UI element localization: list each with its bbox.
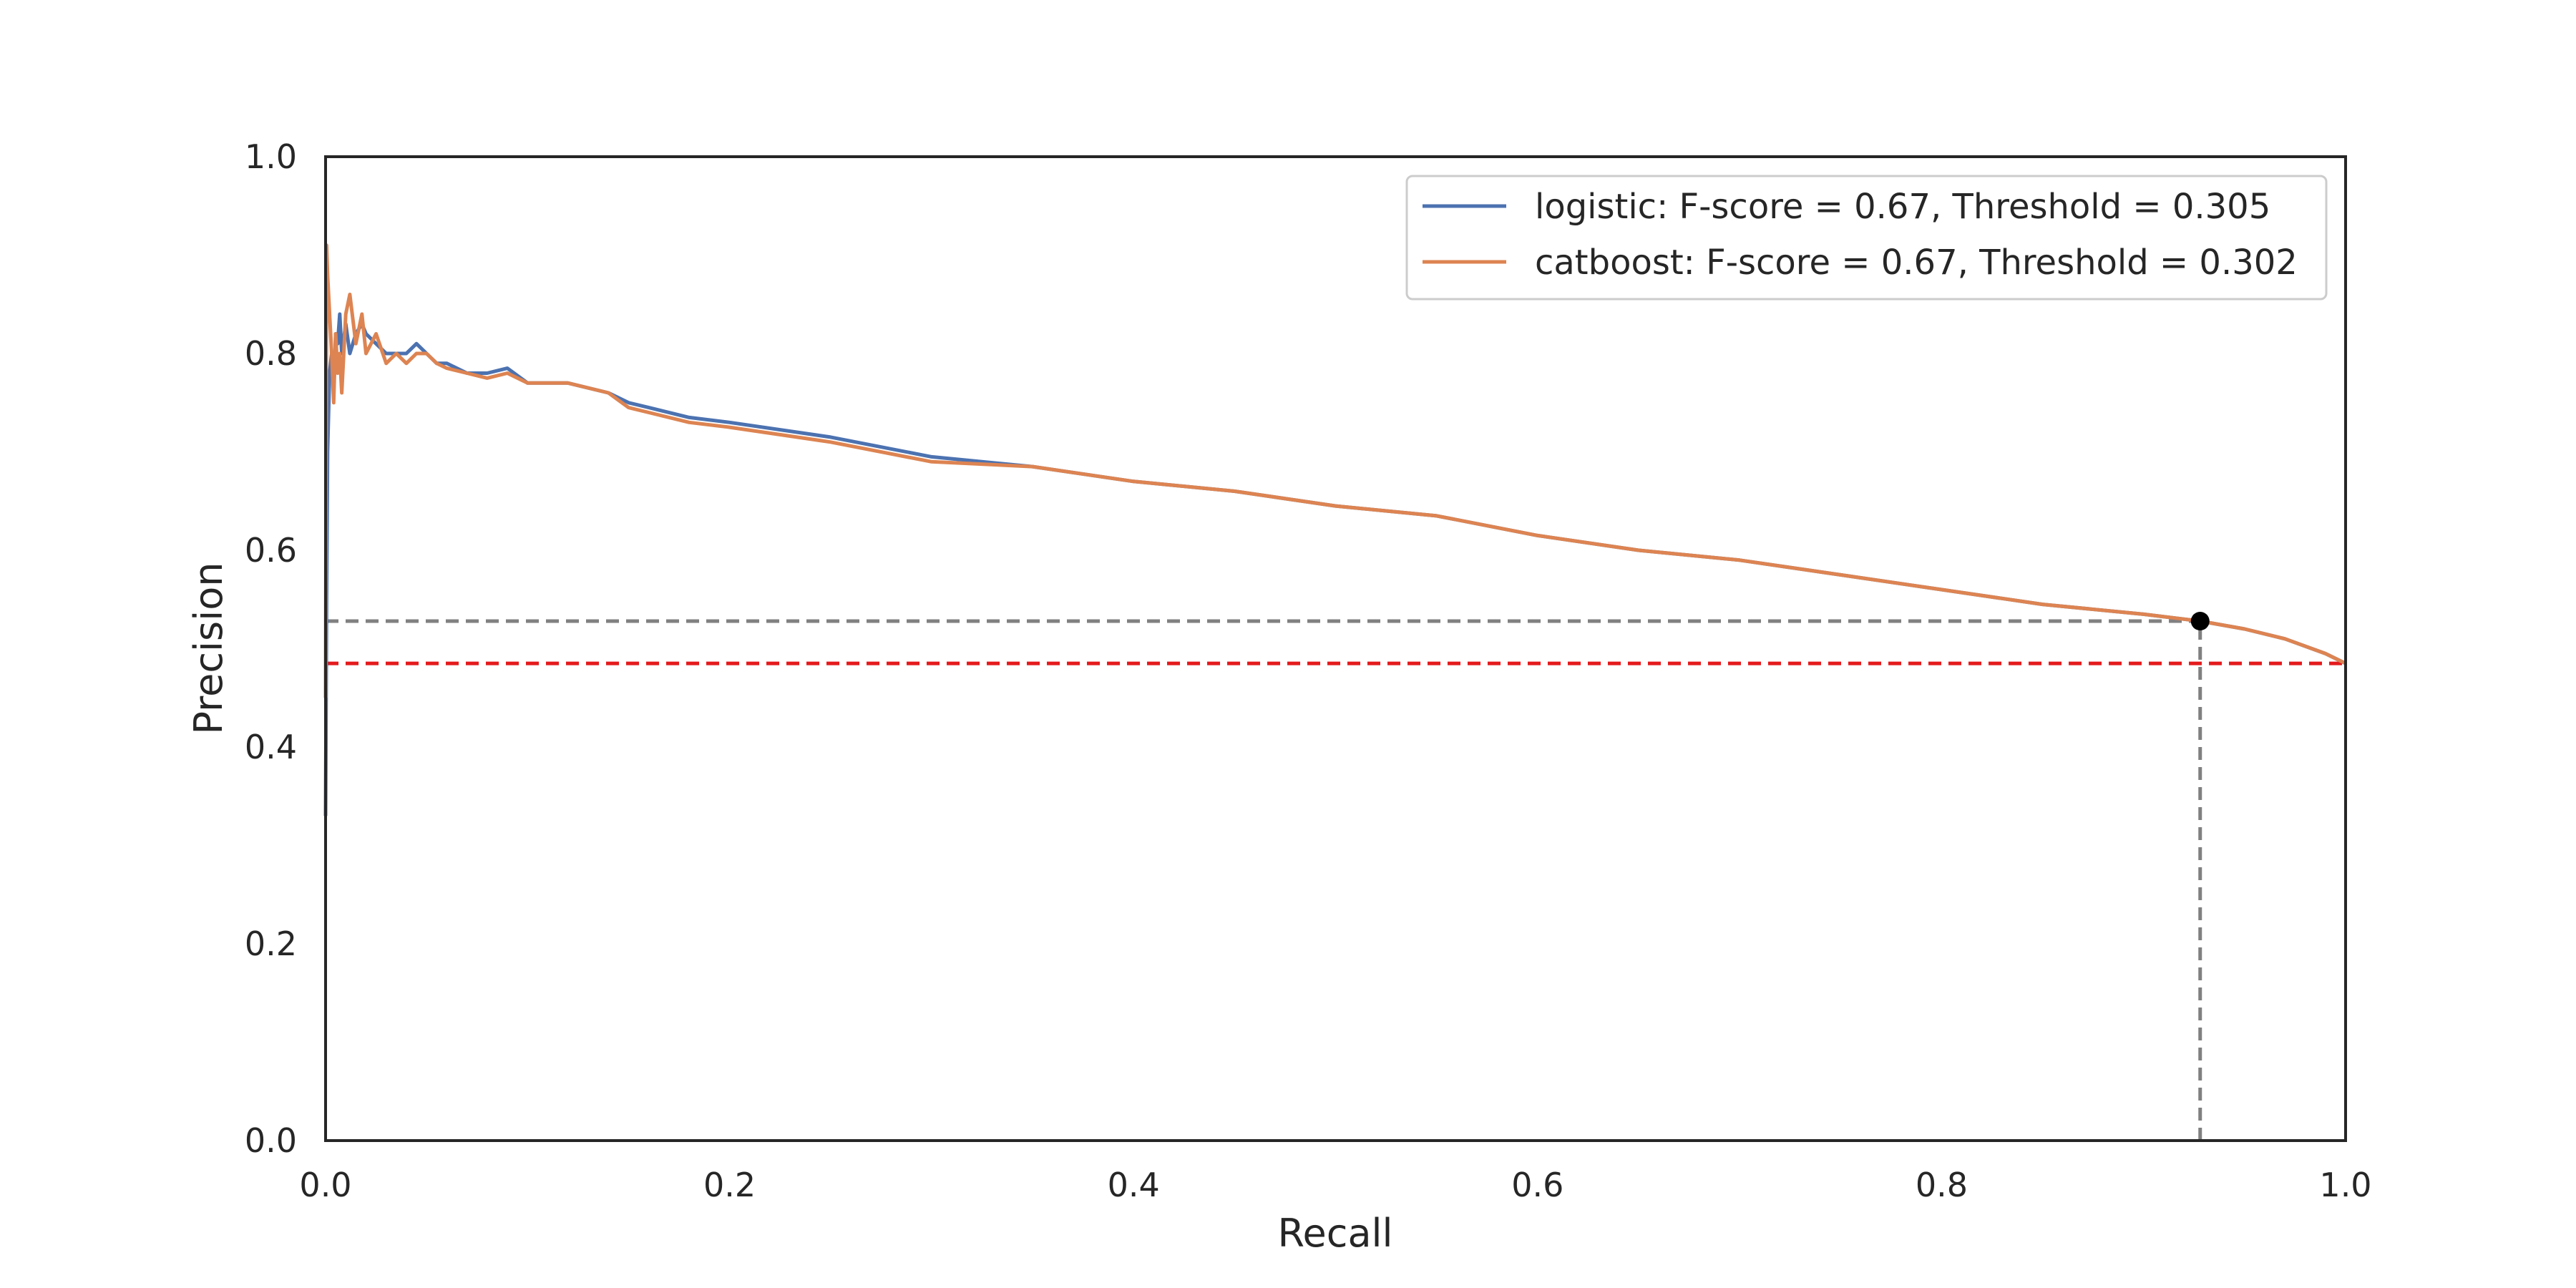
legend-label-catboost: catboost: F-score = 0.67, Threshold = 0.… (1535, 243, 2298, 283)
x-axis-ticks: 0.0 0.2 0.4 0.6 0.8 1.0 (299, 1166, 2371, 1204)
x-tick-label-2: 0.4 (1108, 1166, 1160, 1204)
y-tick-label-4: 0.8 (245, 334, 297, 373)
x-axis-title: Recall (1277, 1211, 1392, 1256)
x-tick-label-5: 1.0 (2319, 1166, 2371, 1204)
marker-layer (2190, 612, 2210, 630)
y-tick-label-2: 0.4 (245, 728, 297, 766)
y-tick-label-0: 0.0 (245, 1121, 297, 1160)
y-axis-ticks: 0.0 0.2 0.4 0.6 0.8 1.0 (245, 137, 297, 1160)
series-layer (323, 243, 2347, 816)
x-tick-label-4: 0.8 (1916, 1166, 1968, 1204)
y-axis-title: Precision (186, 562, 231, 735)
legend: logistic: F-score = 0.67, Threshold = 0.… (1405, 175, 2328, 301)
plot-frame (324, 155, 2347, 1142)
x-tick-label-1: 0.2 (703, 1166, 756, 1204)
series-line-catboost (323, 243, 2347, 698)
legend-label-logistic: logistic: F-score = 0.67, Threshold = 0.… (1535, 187, 2270, 227)
y-tick-label-1: 0.2 (245, 924, 297, 963)
x-tick-label-3: 0.6 (1511, 1166, 1563, 1204)
best-threshold-point-0 (2190, 612, 2210, 630)
x-tick-label-0: 0.0 (299, 1166, 351, 1204)
y-tick-label-5: 1.0 (245, 137, 297, 176)
legend-box (1405, 175, 2328, 301)
y-tick-label-3: 0.6 (245, 531, 297, 570)
reference-lines (326, 619, 2346, 1141)
